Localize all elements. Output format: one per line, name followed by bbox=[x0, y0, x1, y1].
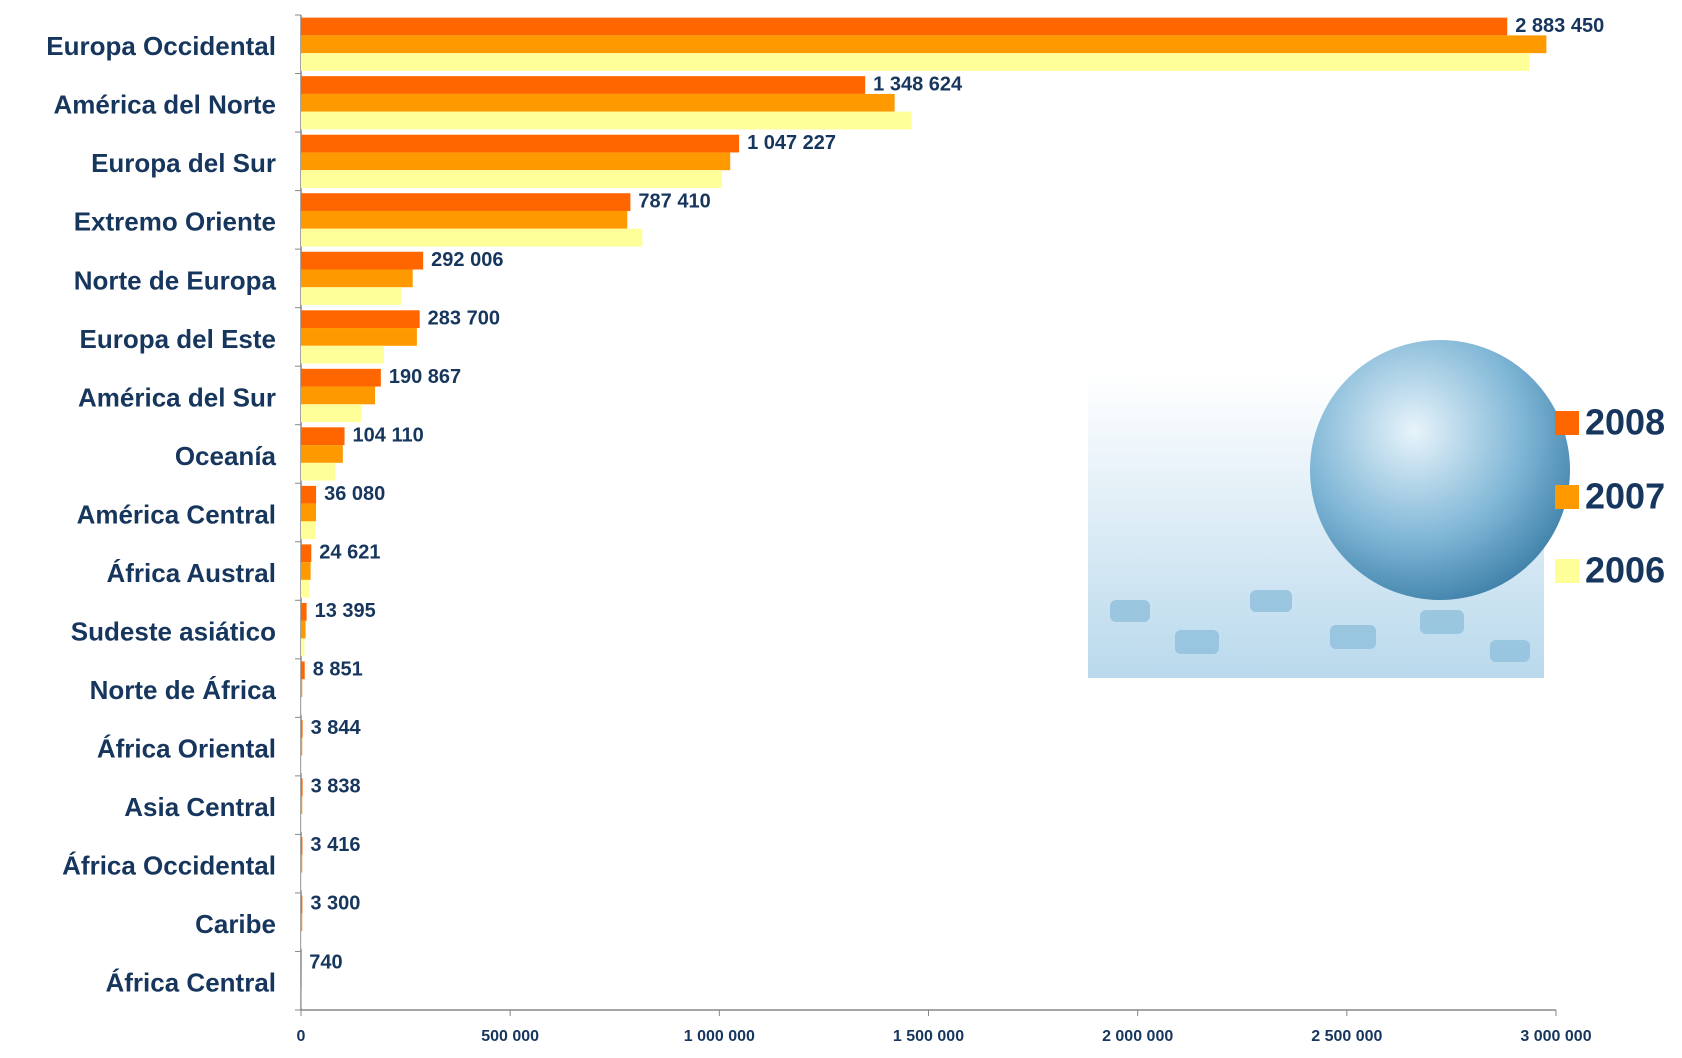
bar bbox=[301, 210, 628, 229]
category-label: Oceanía bbox=[175, 441, 277, 471]
value-label: 787 410 bbox=[638, 190, 710, 212]
x-tick-label: 0 bbox=[297, 1028, 306, 1045]
x-tick-label: 500 000 bbox=[481, 1028, 539, 1045]
bar bbox=[301, 719, 303, 738]
legend-swatch bbox=[1555, 411, 1579, 435]
x-tick-label: 1 500 000 bbox=[893, 1028, 964, 1045]
bar bbox=[301, 814, 302, 832]
bar bbox=[301, 368, 381, 387]
bar bbox=[301, 562, 311, 580]
category-label: Europa del Este bbox=[80, 324, 277, 354]
category-label: Europa Occidental bbox=[46, 31, 276, 61]
category-label: Caribe bbox=[195, 909, 276, 939]
picture bbox=[1088, 340, 1570, 678]
value-label: 3 844 bbox=[311, 717, 362, 739]
bar bbox=[301, 778, 303, 797]
x-tick-label: 2 500 000 bbox=[1311, 1028, 1382, 1045]
bar bbox=[301, 251, 424, 270]
bar bbox=[301, 328, 417, 346]
bar bbox=[301, 602, 307, 621]
category-label: África Central bbox=[106, 968, 277, 998]
x-tick-label: 2 000 000 bbox=[1102, 1028, 1173, 1045]
bar bbox=[301, 462, 336, 481]
value-label: 3 300 bbox=[310, 893, 360, 915]
bar bbox=[301, 445, 343, 463]
category-label: Asia Central bbox=[124, 792, 276, 822]
legend-swatch bbox=[1555, 485, 1579, 509]
category-label: América del Sur bbox=[78, 382, 276, 412]
bar bbox=[301, 345, 384, 364]
bar bbox=[301, 544, 312, 563]
bar bbox=[301, 53, 1530, 71]
bar bbox=[301, 111, 912, 130]
bar bbox=[301, 661, 305, 680]
bar bbox=[301, 310, 420, 329]
bar bbox=[301, 931, 302, 949]
bar bbox=[301, 93, 895, 112]
bar bbox=[301, 404, 362, 423]
legend-label: 2006 bbox=[1585, 550, 1665, 591]
bar bbox=[301, 796, 303, 815]
value-label: 13 395 bbox=[315, 600, 376, 622]
bar bbox=[301, 228, 643, 247]
category-label: América del Norte bbox=[53, 90, 276, 120]
bar bbox=[301, 837, 303, 855]
category-label: África Oriental bbox=[97, 733, 276, 763]
legend-label: 2008 bbox=[1585, 402, 1665, 443]
value-label: 190 867 bbox=[389, 366, 461, 388]
value-label: 1 348 624 bbox=[873, 73, 963, 95]
category-label: Europa del Sur bbox=[91, 148, 276, 178]
bar bbox=[301, 152, 731, 171]
category-label: Norte de Europa bbox=[74, 265, 277, 295]
value-label: 24 621 bbox=[319, 542, 380, 564]
bar bbox=[301, 134, 740, 153]
bar bbox=[301, 269, 413, 288]
bar bbox=[301, 35, 1547, 54]
bar bbox=[301, 17, 1508, 36]
bar bbox=[301, 427, 345, 446]
value-label: 283 700 bbox=[428, 307, 500, 329]
bar bbox=[301, 895, 303, 914]
bar bbox=[301, 579, 310, 598]
value-label: 1 047 227 bbox=[747, 132, 836, 154]
value-label: 8 851 bbox=[313, 659, 363, 681]
value-label: 3 838 bbox=[311, 776, 361, 798]
bar bbox=[301, 696, 302, 715]
value-label: 36 080 bbox=[324, 483, 385, 505]
bar bbox=[301, 76, 866, 94]
category-label: África Austral bbox=[106, 558, 276, 588]
bar bbox=[301, 386, 376, 405]
value-label: 2 883 450 bbox=[1515, 15, 1604, 37]
bar bbox=[301, 679, 303, 697]
bar bbox=[301, 287, 401, 306]
category-label: América Central bbox=[77, 499, 276, 529]
bar bbox=[301, 503, 317, 522]
value-label: 3 416 bbox=[310, 834, 360, 856]
value-label: 292 006 bbox=[431, 249, 503, 271]
x-tick-label: 1 000 000 bbox=[684, 1028, 755, 1045]
legend-swatch bbox=[1555, 559, 1579, 583]
bar bbox=[301, 170, 722, 188]
category-label: Extremo Oriente bbox=[74, 207, 276, 237]
bar bbox=[301, 193, 631, 211]
bar bbox=[301, 737, 303, 756]
category-label: Norte de África bbox=[90, 675, 277, 705]
bar bbox=[301, 521, 316, 540]
bar bbox=[301, 913, 303, 932]
bar bbox=[301, 485, 317, 504]
category-label: Sudeste asiático bbox=[71, 616, 276, 646]
bar bbox=[301, 638, 305, 657]
value-label: 740 bbox=[309, 951, 342, 973]
category-label: África Occidental bbox=[62, 851, 276, 881]
bar bbox=[301, 854, 303, 873]
bar bbox=[301, 755, 302, 774]
bar bbox=[301, 620, 306, 639]
x-tick-label: 3 000 000 bbox=[1520, 1028, 1591, 1045]
value-label: 104 110 bbox=[353, 424, 424, 446]
legend-label: 2007 bbox=[1585, 476, 1665, 517]
bar bbox=[301, 872, 302, 891]
